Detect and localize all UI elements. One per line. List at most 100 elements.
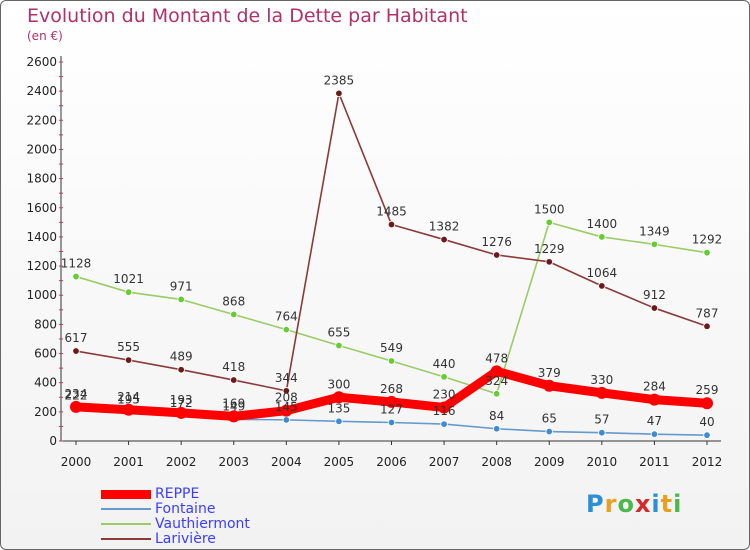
logo-letter: t (660, 490, 674, 518)
data-point-fontaine (440, 420, 448, 428)
data-label-fontaine: 195 (117, 393, 140, 407)
labels-layer: 1128 1021 971 868 764 655 549 440 324 1500 1400 134… (61, 73, 723, 429)
legend-label: REPPE (155, 486, 200, 502)
legend-label: Larivière (155, 531, 216, 547)
x-tick-label: 2012 (692, 455, 723, 469)
y-tick-label: 2400 (26, 84, 57, 98)
y-tick-label: 2200 (26, 113, 57, 127)
data-point-lariviere (440, 235, 448, 244)
data-point-vauthiermont (387, 357, 396, 365)
data-label-reppe: 208 (275, 391, 298, 405)
logo-letter: o (617, 490, 635, 518)
data-label-vauthiermont: 1128 (61, 257, 92, 271)
y-tick-label: 200 (34, 405, 57, 419)
data-point-vauthiermont (650, 240, 659, 249)
data-label-reppe: 214 (117, 390, 140, 404)
legend-item-reppe: REPPE (101, 486, 321, 502)
data-label-lariviere: 1229 (534, 242, 565, 256)
data-point-reppe (490, 365, 503, 378)
data-point-vauthiermont (177, 295, 185, 304)
data-point-lariviere (598, 282, 606, 290)
legend-swatch (101, 538, 151, 540)
data-point-reppe (543, 379, 556, 392)
data-label-fontaine: 149 (222, 399, 245, 413)
data-label-fontaine: 40 (699, 415, 714, 429)
data-point-reppe (701, 397, 713, 410)
data-point-fontaine (282, 416, 291, 424)
data-label-reppe: 230 (433, 387, 456, 401)
x-tick-label: 2002 (166, 455, 197, 469)
data-point-lariviere (124, 356, 133, 364)
data-label-lariviere: 344 (275, 371, 298, 385)
data-point-reppe (595, 386, 608, 399)
data-label-lariviere: 1485 (376, 205, 407, 219)
data-label-reppe: 478 (485, 351, 508, 365)
data-point-lariviere (650, 304, 659, 312)
data-label-lariviere: 555 (117, 340, 140, 354)
data-label-reppe: 284 (643, 380, 666, 394)
x-tick-label: 2006 (376, 455, 407, 469)
data-label-reppe: 193 (170, 393, 193, 407)
legend: REPPE Fontaine Vauthiermont Larivière (101, 486, 321, 547)
data-label-reppe: 169 (222, 396, 245, 410)
data-label-fontaine: 145 (275, 400, 298, 414)
data-point-lariviere (387, 220, 396, 229)
logo-letter: i (651, 490, 661, 518)
y-tick-label: 2000 (26, 142, 57, 156)
data-label-vauthiermont: 655 (327, 326, 350, 340)
x-tick-label: 2009 (534, 455, 565, 469)
series-reppe (70, 365, 713, 423)
logo-letter: i (673, 490, 683, 518)
data-point-vauthiermont (124, 288, 133, 296)
chart-unit: (en €) (27, 29, 63, 43)
data-point-reppe (227, 410, 240, 423)
data-point-vauthiermont (598, 233, 606, 241)
series-lariviere (72, 89, 711, 395)
data-point-reppe (385, 395, 398, 408)
legend-swatch (101, 508, 151, 510)
data-point-fontaine (387, 418, 396, 427)
y-tick-label: 1200 (26, 259, 57, 273)
y-tick-label: 1000 (26, 288, 57, 302)
legend-swatch (101, 523, 151, 525)
x-tick-label: 2005 (324, 455, 355, 469)
legend-item-vauthiermont: Vauthiermont (101, 516, 321, 532)
data-label-reppe: 259 (696, 383, 719, 397)
data-label-vauthiermont: 1400 (587, 217, 618, 231)
x-tick-label: 2004 (271, 455, 302, 469)
data-label-fontaine: 57 (594, 413, 609, 427)
data-point-lariviere (335, 89, 343, 98)
legend-item-fontaine: Fontaine (101, 501, 321, 517)
data-point-reppe (332, 391, 345, 404)
data-point-reppe (70, 400, 82, 413)
data-point-vauthiermont (440, 373, 448, 381)
data-label-lariviere: 617 (65, 331, 88, 345)
legend-item-lariviere: Larivière (101, 531, 321, 547)
data-point-reppe (175, 406, 188, 419)
data-point-reppe (648, 393, 661, 406)
data-label-vauthiermont: 1349 (639, 224, 670, 238)
data-label-fontaine: 65 (542, 412, 557, 426)
data-point-fontaine (650, 430, 659, 438)
logo-letter: x (634, 490, 652, 518)
data-point-fontaine (545, 427, 553, 436)
data-label-fontaine: 172 (170, 396, 193, 410)
data-point-vauthiermont (72, 272, 80, 281)
axes: 0 200 400 600 800 1000 1200 1400 1600 1800 2000 220… (26, 55, 722, 469)
data-label-lariviere: 1276 (481, 235, 512, 249)
data-label-vauthiermont: 1500 (534, 202, 565, 216)
data-point-lariviere (703, 322, 711, 330)
x-tick-label: 2011 (639, 455, 670, 469)
legend-swatch (101, 489, 151, 499)
data-point-fontaine (598, 428, 606, 437)
data-label-lariviere: 787 (696, 306, 719, 320)
y-tick-label: 1800 (26, 172, 57, 186)
data-point-lariviere (177, 366, 185, 374)
data-point-fontaine (492, 425, 501, 433)
data-label-fontaine: 116 (433, 404, 456, 418)
data-label-reppe: 234 (65, 387, 88, 401)
legend-label: Vauthiermont (155, 516, 250, 532)
data-label-vauthiermont: 549 (380, 341, 403, 355)
